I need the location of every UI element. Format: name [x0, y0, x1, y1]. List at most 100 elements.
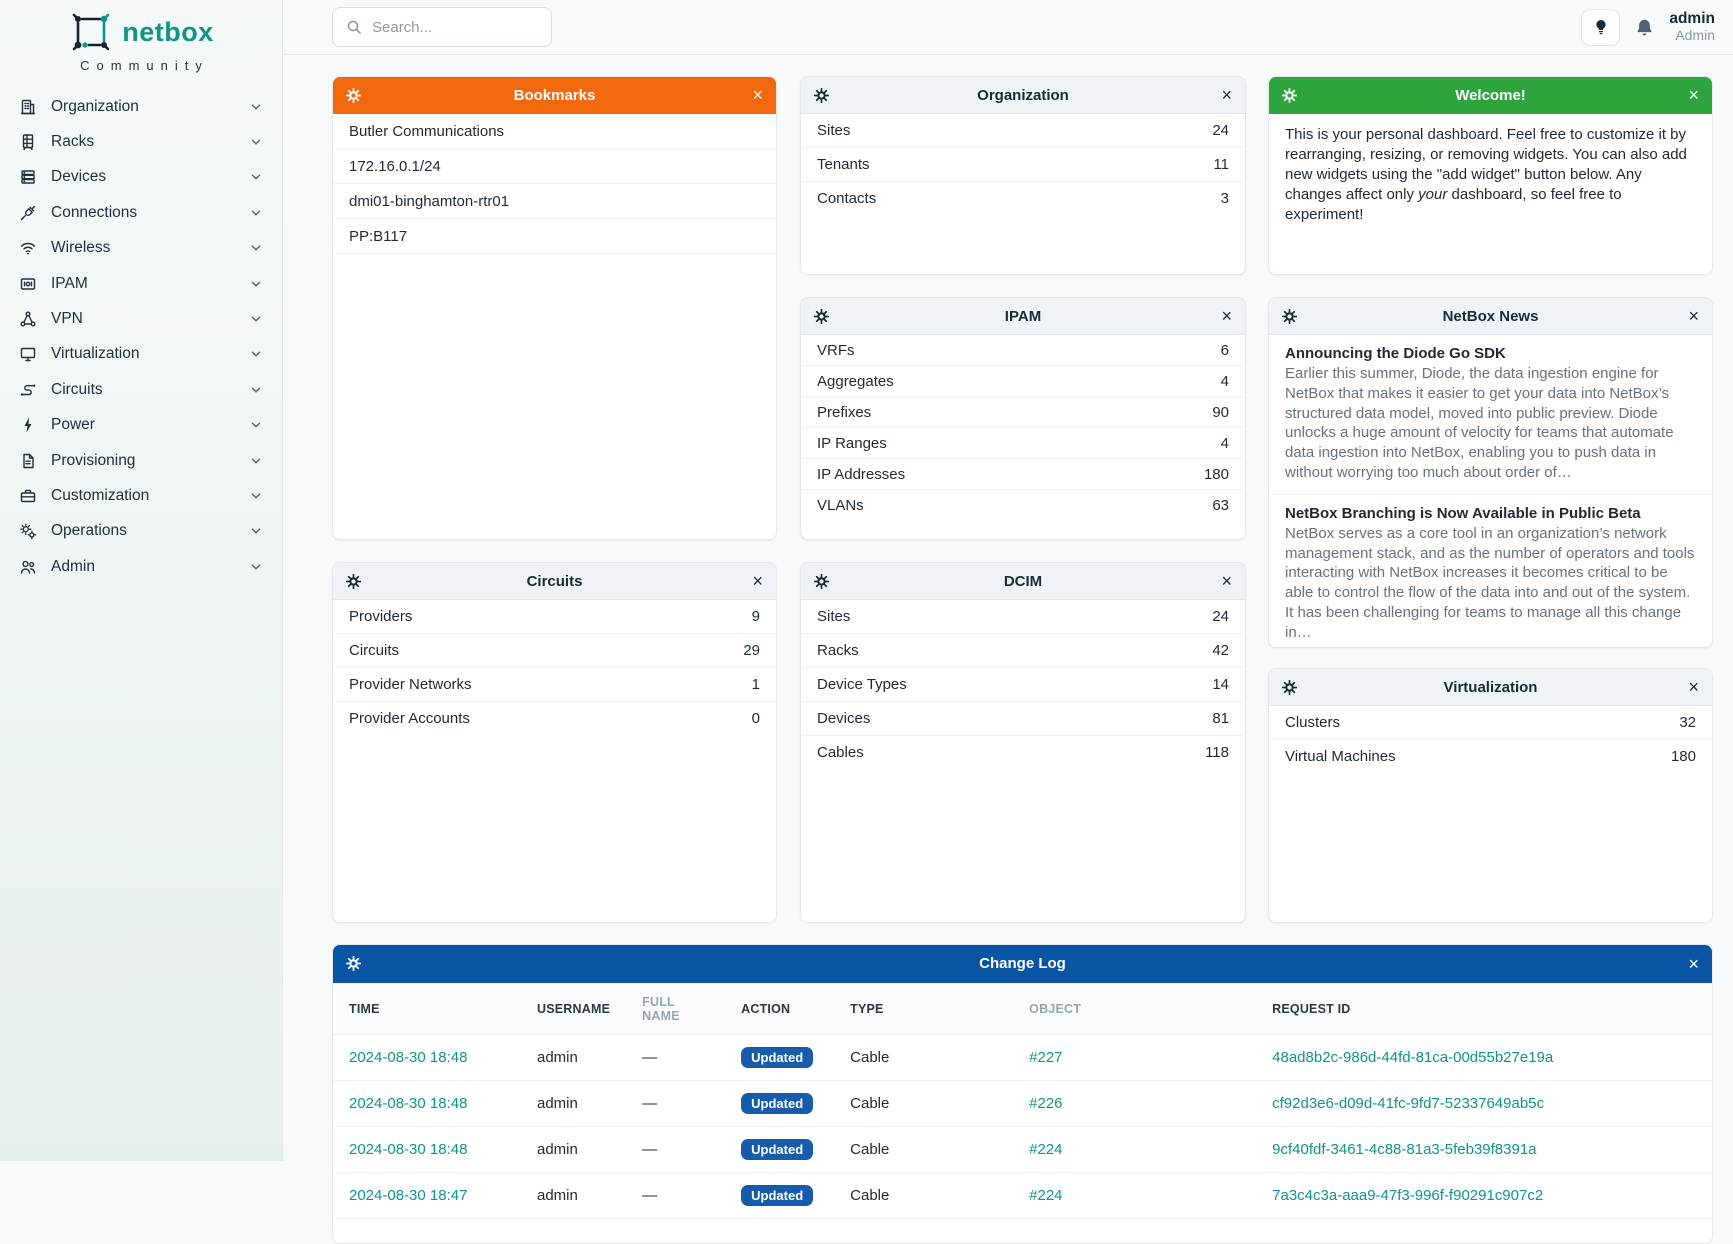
sidebar-item-racks[interactable]: Racks [0, 124, 282, 159]
sidebar-item-power[interactable]: Power [0, 408, 282, 443]
changelog-username: admin [521, 1080, 627, 1127]
action-badge: Updated [741, 1185, 814, 1206]
sidebar-item-operations[interactable]: Operations [0, 514, 282, 549]
widget-title: Virtualization [1443, 678, 1538, 696]
sidebar-item-virtualization[interactable]: Virtualization [0, 337, 282, 372]
widget-config-icon[interactable] [346, 573, 368, 589]
sidebar-item-admin[interactable]: Admin [0, 549, 282, 584]
changelog-fullname: — [626, 1080, 726, 1127]
column-header-time[interactable]: TIME [333, 983, 521, 1035]
widget-config-icon[interactable] [1282, 87, 1304, 103]
circuit-icon [19, 381, 37, 399]
close-icon[interactable]: × [1688, 306, 1699, 326]
organization-header: Organization × [801, 77, 1245, 114]
search-input[interactable] [372, 18, 538, 36]
close-icon[interactable]: × [1688, 85, 1699, 105]
sidebar-item-provisioning[interactable]: Provisioning [0, 443, 282, 478]
chevron-down-icon [249, 206, 263, 220]
sidebar-item-customization[interactable]: Customization [0, 478, 282, 513]
widget-title: Change Log [979, 955, 1066, 972]
stat-row: Device Types 14 [801, 668, 1245, 702]
widget-config-icon[interactable] [1282, 308, 1304, 324]
bookmark-item[interactable]: PP:B117 [333, 219, 776, 254]
column-header-type[interactable]: TYPE [834, 983, 1014, 1035]
close-icon[interactable]: × [752, 571, 763, 591]
changelog-type: Cable [834, 1172, 1014, 1219]
column-header-username[interactable]: USERNAME [521, 983, 627, 1035]
sidebar-item-wireless[interactable]: Wireless [0, 231, 282, 266]
network-tree-icon [19, 310, 37, 328]
bookmark-item[interactable]: dmi01-binghamton-rtr01 [333, 184, 776, 219]
ipam-icon [19, 275, 37, 293]
changelog-time-link[interactable]: 2024-08-30 18:48 [349, 1141, 468, 1158]
stat-row: Clusters 32 [1269, 706, 1712, 740]
close-icon[interactable]: × [1221, 306, 1232, 326]
changelog-object-link[interactable]: #224 [1029, 1141, 1063, 1158]
monitor-icon [19, 345, 37, 363]
widget-config-icon[interactable] [346, 956, 368, 971]
document-icon [19, 452, 37, 470]
column-header-requestid[interactable]: REQUEST ID [1256, 983, 1712, 1035]
chevron-down-icon [249, 347, 263, 361]
widget-title: Welcome! [1455, 86, 1526, 104]
widget-config-icon[interactable] [346, 87, 368, 103]
widget-config-icon[interactable] [814, 87, 836, 103]
notifications-button[interactable] [1635, 18, 1654, 37]
lightbulb-icon [1593, 19, 1609, 36]
close-icon[interactable]: × [1688, 953, 1699, 974]
chevron-down-icon [249, 418, 263, 432]
sidebar-item-connections[interactable]: Connections [0, 195, 282, 230]
bookmark-item[interactable]: 172.16.0.1/24 [333, 149, 776, 184]
changelog-requestid-link[interactable]: 9cf40fdf-3461-4c88-81a3-5feb39f8391a [1272, 1141, 1537, 1158]
close-icon[interactable]: × [1221, 85, 1232, 105]
widget-config-icon[interactable] [814, 308, 836, 324]
chevron-down-icon [249, 100, 263, 114]
chevron-down-icon [249, 383, 263, 397]
chevron-down-icon [249, 312, 263, 326]
widget-config-icon[interactable] [1282, 679, 1304, 695]
chevron-down-icon [249, 489, 263, 503]
changelog-time-link[interactable]: 2024-08-30 18:47 [349, 1187, 468, 1204]
theme-toggle-button[interactable] [1581, 8, 1621, 46]
brand-name: netbox [122, 16, 214, 47]
sidebar-item-vpn[interactable]: VPN [0, 301, 282, 336]
changelog-time-link[interactable]: 2024-08-30 18:48 [349, 1095, 468, 1112]
user-menu[interactable]: admin Admin [1669, 10, 1715, 43]
changelog-requestid-link[interactable]: 7a3c4c3a-aaa9-47f3-996f-f90291c907c2 [1272, 1187, 1544, 1204]
changelog-type: Cable [834, 1034, 1014, 1081]
chevron-down-icon [249, 277, 263, 291]
sidebar-item-circuits[interactable]: Circuits [0, 372, 282, 407]
changelog-username: admin [521, 1034, 627, 1081]
close-icon[interactable]: × [752, 85, 763, 105]
stat-row: Tenants 11 [801, 148, 1245, 182]
changelog-fullname: — [626, 1034, 726, 1081]
username: admin [1669, 10, 1715, 28]
close-icon[interactable]: × [1688, 677, 1699, 697]
changelog-object-link[interactable]: #227 [1029, 1049, 1063, 1066]
circuits-header: Circuits × [333, 563, 776, 600]
changelog-requestid-link[interactable]: 48ad8b2c-986d-44fd-81ca-00d55b27e19a [1272, 1049, 1554, 1066]
action-badge: Updated [741, 1093, 814, 1114]
changelog-object-link[interactable]: #226 [1029, 1095, 1063, 1112]
sidebar-nav: Organization Racks Devices Connections [0, 89, 282, 584]
sidebar-item-devices[interactable]: Devices [0, 160, 282, 195]
action-badge: Updated [741, 1139, 814, 1160]
changelog-fullname: — [626, 1126, 726, 1173]
widget-title: Circuits [526, 572, 583, 590]
sidebar-item-organization[interactable]: Organization [0, 89, 282, 124]
column-header-action[interactable]: ACTION [725, 983, 835, 1035]
changelog-object-link[interactable]: #224 [1029, 1187, 1063, 1204]
bolt-icon [19, 416, 37, 434]
changelog-requestid-link[interactable]: cf92d3e6-d09d-41fc-9fd7-52337649ab5c [1272, 1095, 1545, 1112]
widget-config-icon[interactable] [814, 573, 836, 589]
netbox-logo-icon [68, 10, 114, 54]
close-icon[interactable]: × [1221, 571, 1232, 591]
stat-row: Prefixes 90 [801, 397, 1245, 428]
sidebar-item-ipam[interactable]: IPAM [0, 266, 282, 301]
brand-logo[interactable]: netbox Community [0, 0, 282, 73]
sidebar: netbox Community Organization Racks Devi… [0, 0, 283, 1161]
bookmark-item[interactable]: Butler Communications [333, 114, 776, 149]
changelog-type: Cable [834, 1126, 1014, 1173]
changelog-time-link[interactable]: 2024-08-30 18:48 [349, 1049, 468, 1066]
rack-icon [19, 133, 37, 151]
